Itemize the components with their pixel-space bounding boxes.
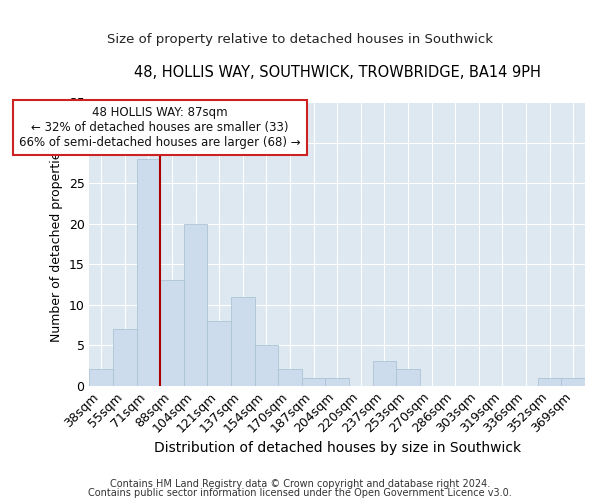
Bar	[538, 378, 562, 386]
Bar	[208, 321, 231, 386]
Text: Contains HM Land Registry data © Crown copyright and database right 2024.: Contains HM Land Registry data © Crown c…	[110, 479, 490, 489]
Text: 48 HOLLIS WAY: 87sqm
← 32% of detached houses are smaller (33)
66% of semi-detac: 48 HOLLIS WAY: 87sqm ← 32% of detached h…	[19, 106, 301, 149]
Bar	[254, 345, 278, 386]
Text: Size of property relative to detached houses in Southwick: Size of property relative to detached ho…	[107, 32, 493, 46]
Bar	[137, 158, 160, 386]
Bar	[325, 378, 349, 386]
Bar	[373, 362, 396, 386]
Bar	[231, 296, 254, 386]
Bar	[396, 370, 420, 386]
Text: Contains public sector information licensed under the Open Government Licence v3: Contains public sector information licen…	[88, 488, 512, 498]
Title: 48, HOLLIS WAY, SOUTHWICK, TROWBRIDGE, BA14 9PH: 48, HOLLIS WAY, SOUTHWICK, TROWBRIDGE, B…	[134, 65, 541, 80]
Bar	[89, 370, 113, 386]
X-axis label: Distribution of detached houses by size in Southwick: Distribution of detached houses by size …	[154, 441, 521, 455]
Y-axis label: Number of detached properties: Number of detached properties	[50, 146, 63, 342]
Bar	[184, 224, 208, 386]
Bar	[113, 329, 137, 386]
Bar	[302, 378, 325, 386]
Bar	[562, 378, 585, 386]
Bar	[160, 280, 184, 386]
Bar	[278, 370, 302, 386]
